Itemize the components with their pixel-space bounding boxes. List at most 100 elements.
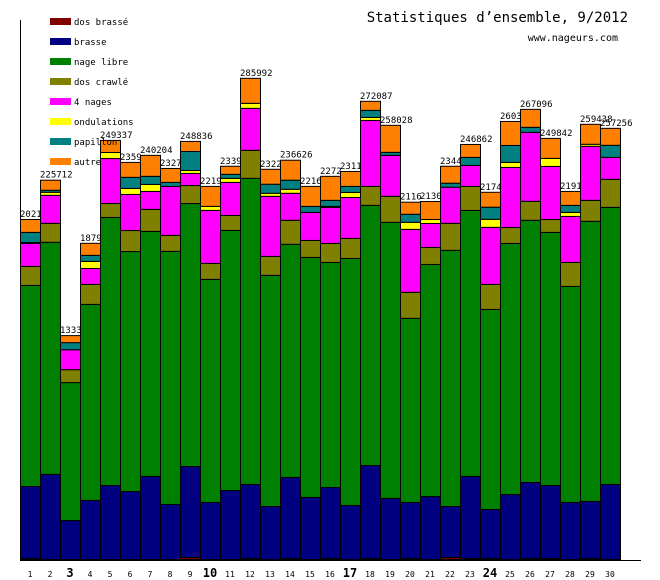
bar-segment-nage-libre xyxy=(240,177,261,485)
bar-total-label: 246862 xyxy=(460,135,493,145)
bar-segment-4-nages xyxy=(580,145,601,201)
bar-segment-4-nages xyxy=(360,119,381,187)
bar-segment-nage-libre xyxy=(60,382,81,522)
bar-segment-dos-crawlé xyxy=(60,369,81,384)
chart-title: Statistiques d’ensemble, 9/2012 xyxy=(367,10,628,26)
bar-segment-nage-libre xyxy=(280,243,301,478)
legend-label: ondulations xyxy=(74,118,134,128)
bar-segment-4-nages xyxy=(440,186,461,224)
bar-15 xyxy=(300,185,321,560)
bar-segment-nage-libre xyxy=(540,231,561,486)
bar-3 xyxy=(60,335,81,560)
bar-segment-papillon xyxy=(300,205,321,213)
bar-segment-dos-crawlé xyxy=(540,218,561,233)
bar-16 xyxy=(320,175,341,560)
bar-segment-papillon xyxy=(400,213,421,223)
bar-segment-dos-crawlé xyxy=(480,283,501,310)
bar-segment-papillon xyxy=(260,183,281,194)
bar-segment-autre xyxy=(360,100,381,111)
bar-total-label: 257256 xyxy=(600,119,633,129)
bar-segment-brasse xyxy=(380,497,401,560)
bar-segment-4-nages xyxy=(380,154,401,197)
bar-segment-autre xyxy=(160,167,181,183)
bar-segment-brasse xyxy=(180,466,201,558)
bar-segment-ondulations xyxy=(240,102,261,109)
legend-item: 4 nages xyxy=(50,98,112,108)
bar-segment-dos-crawlé xyxy=(260,255,281,276)
bar-segment-dos-crawlé xyxy=(420,247,441,265)
bar-segment-brasse xyxy=(140,475,161,560)
bar-segment-autre xyxy=(600,127,621,146)
bar-segment-nage-libre xyxy=(80,303,101,501)
bar-segment-dos-crawlé xyxy=(200,262,221,280)
bar-total-label: 259438 xyxy=(580,115,613,125)
bar-segment-papillon xyxy=(600,144,621,158)
bar-segment-brasse xyxy=(500,494,521,560)
bar-segment-autre xyxy=(280,159,301,181)
bar-segment-nage-libre xyxy=(260,274,281,507)
bar-segment-dos-crawlé xyxy=(560,261,581,287)
bar-segment-ondulations xyxy=(500,161,521,168)
x-tick-label: 10 xyxy=(203,566,217,580)
bar-segment-dos-crawlé xyxy=(320,242,341,263)
legend-item: dos brassé xyxy=(50,17,128,28)
bar-segment-ondulations xyxy=(560,211,581,217)
bar-segment-nage-libre xyxy=(200,278,221,503)
bar-21 xyxy=(420,201,441,560)
bar-segment-dos-crawlé xyxy=(440,222,461,251)
x-tick-label: 29 xyxy=(585,570,595,579)
x-tick-label: 9 xyxy=(188,570,193,579)
bar-segment-dos-crawlé xyxy=(280,219,301,245)
bar-segment-dos-crawlé xyxy=(80,283,101,305)
bar-19 xyxy=(380,124,401,560)
bar-total-label: 2191 xyxy=(560,182,582,192)
bar-segment-brasse xyxy=(320,487,341,559)
bar-segment-ondulations xyxy=(100,152,121,160)
bar-segment-autre xyxy=(60,335,81,344)
bar-total-label: 249337 xyxy=(100,131,133,141)
bar-segment-dos-crawlé xyxy=(100,203,121,218)
bar-segment-brasse xyxy=(460,475,481,559)
bar-total-label: 236626 xyxy=(280,151,313,161)
bar-segment-papillon xyxy=(320,199,341,207)
bar-segment-dos-crawlé xyxy=(520,200,541,221)
legend-item: nage libre xyxy=(50,58,128,68)
bar-segment-nage-libre xyxy=(100,216,121,486)
chart-subtitle: www.nageurs.com xyxy=(528,33,618,44)
bar-29 xyxy=(580,123,601,560)
bar-segment-4-nages xyxy=(280,192,301,221)
bar-segment-dos-crawlé xyxy=(120,230,141,253)
legend-label: dos crawlé xyxy=(74,77,128,88)
bar-segment-ondulations xyxy=(540,157,561,167)
bar-segment-4-nages xyxy=(140,190,161,210)
bar-segment-4-nages xyxy=(60,349,81,371)
bar-12 xyxy=(240,77,261,560)
bar-segment-4-nages xyxy=(180,172,201,187)
bar-segment-papillon xyxy=(340,185,361,193)
bar-5 xyxy=(100,139,121,561)
bar-segment-ondulations xyxy=(220,177,241,183)
bar-segment-papillon xyxy=(20,231,41,243)
bar-9 xyxy=(180,140,201,561)
bar-segment-nage-libre xyxy=(40,241,61,475)
bar-total-label: 2116 xyxy=(400,193,422,203)
bar-total-label: 248836 xyxy=(180,132,213,142)
bar-segment-4-nages xyxy=(40,194,61,224)
x-tick-label: 30 xyxy=(605,570,615,579)
legend-label: 4 nages xyxy=(74,98,112,108)
bar-segment-dos-crawlé xyxy=(380,195,401,223)
bar-total-label: 1879 xyxy=(80,234,102,244)
bar-segment-autre xyxy=(480,191,501,208)
x-tick-label: 26 xyxy=(525,570,535,579)
legend-label: dos brassé xyxy=(74,17,128,28)
bar-segment-nage-libre xyxy=(20,284,41,487)
bar-segment-dos-crawlé xyxy=(360,185,381,206)
bar-1 xyxy=(20,218,41,560)
bar-segment-brasse xyxy=(60,520,81,560)
x-tick-label: 16 xyxy=(325,570,335,579)
bar-segment-autre xyxy=(460,143,481,158)
x-tick-label: 5 xyxy=(108,570,113,579)
bar-segment-brasse xyxy=(80,499,101,560)
bar-segment-brasse xyxy=(200,501,221,561)
bar-segment-papillon xyxy=(440,182,461,188)
